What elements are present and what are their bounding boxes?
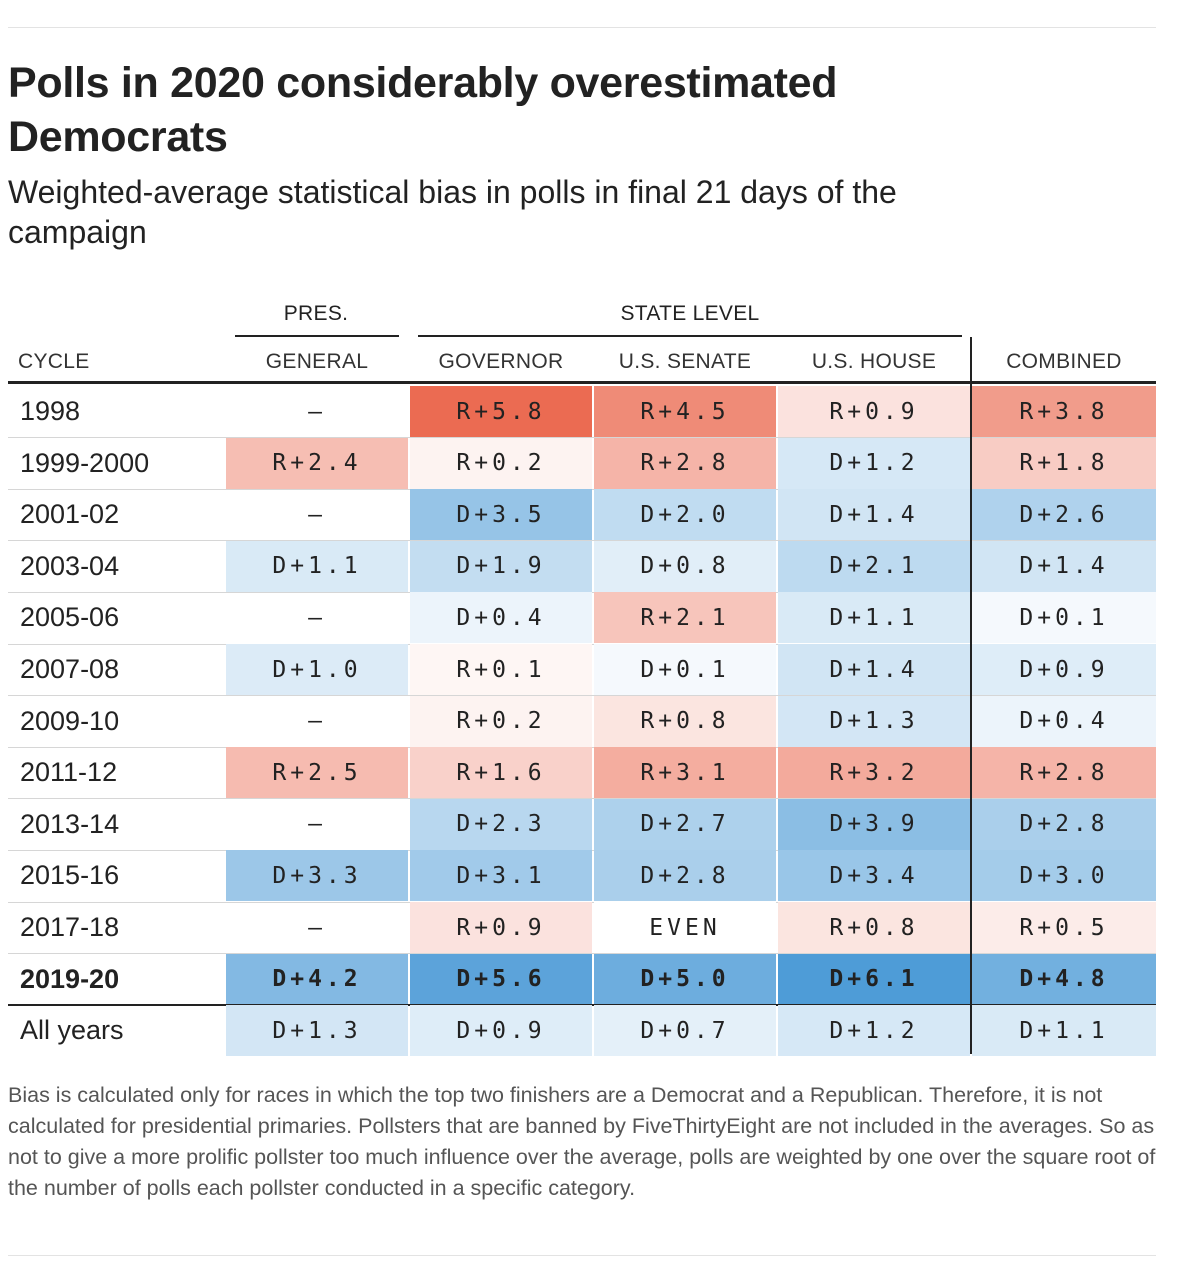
cell-governor: D+2.3 — [410, 798, 592, 850]
row-label: 2001-02 — [20, 499, 120, 530]
cell-governor: R+5.8 — [410, 386, 592, 437]
cell-house: D+1.2 — [778, 1005, 970, 1057]
cell-combined: D+2.6 — [972, 489, 1156, 541]
cell-combined: R+1.8 — [972, 437, 1156, 489]
row-label: 2011-12 — [20, 757, 118, 788]
cell-governor: R+0.2 — [410, 695, 592, 747]
row-label: 2007-08 — [20, 654, 120, 684]
cell-governor: R+1.6 — [410, 747, 592, 799]
cell-senate: D+0.1 — [594, 644, 776, 695]
cell-general: D+3.3 — [226, 850, 408, 902]
cell-combined: D+0.4 — [972, 695, 1156, 747]
cell-house: R+0.9 — [778, 386, 970, 437]
cell-governor: R+0.1 — [410, 644, 592, 695]
cell-senate: R+2.1 — [594, 592, 776, 644]
col-head-general: GENERAL — [265, 350, 369, 373]
cell-general: R+2.5 — [226, 747, 408, 799]
col-head-house: U.S. HOUSE — [811, 350, 937, 373]
col-head-senate: U.S. SENATE — [618, 350, 752, 373]
cell-senate: EVEN — [594, 902, 776, 953]
cell-combined: D+1.1 — [972, 1005, 1156, 1057]
cell-house: R+0.8 — [778, 902, 970, 953]
cell-governor: R+0.2 — [410, 437, 592, 489]
cell-combined: D+1.4 — [972, 540, 1156, 592]
cell-senate: R+0.8 — [594, 695, 776, 747]
cell-house: D+1.3 — [778, 695, 970, 747]
cell-general: D+1.3 — [226, 1005, 408, 1057]
cell-general: – — [308, 398, 326, 425]
cell-house: D+3.4 — [778, 850, 970, 902]
col-head-cycle: CYCLE — [18, 350, 90, 373]
cell-governor: D+1.9 — [410, 540, 592, 592]
cell-house: D+3.9 — [778, 798, 970, 850]
col-head-governor: GOVERNOR — [438, 350, 564, 373]
bottom-rule — [8, 1255, 1156, 1256]
cell-senate: R+3.1 — [594, 747, 776, 799]
cell-combined: D+0.1 — [972, 592, 1156, 644]
cell-combined: D+4.8 — [972, 953, 1156, 1005]
cell-governor: D+0.9 — [410, 1005, 592, 1057]
cell-senate: D+2.7 — [594, 798, 776, 850]
cell-general: – — [308, 811, 326, 838]
chart-title: Polls in 2020 considerably overestimated… — [8, 59, 838, 161]
footnote: Bias is calculated only for races in whi… — [8, 1083, 1156, 1200]
cell-combined: R+2.8 — [972, 747, 1156, 799]
cell-governor: D+3.5 — [410, 489, 592, 541]
row-label: 2019-20 — [20, 963, 120, 994]
cell-governor: D+5.6 — [410, 953, 592, 1005]
cell-house: D+1.4 — [778, 644, 970, 695]
row-label: All years — [20, 1015, 124, 1046]
cell-combined: R+0.5 — [972, 902, 1156, 953]
cell-combined: R+3.8 — [972, 386, 1156, 437]
cell-general: – — [308, 604, 326, 631]
cell-senate: R+4.5 — [594, 386, 776, 437]
cell-general: D+1.1 — [226, 540, 408, 592]
cell-house: D+2.1 — [778, 540, 970, 592]
cell-governor: D+3.1 — [410, 850, 592, 902]
group-underline-state — [418, 335, 962, 337]
cell-senate: D+2.0 — [594, 489, 776, 541]
cell-general: – — [308, 914, 326, 941]
cell-house: D+1.4 — [778, 489, 970, 541]
group-label-pres: PRES. — [283, 302, 349, 325]
group-underline-pres — [235, 335, 399, 337]
cell-governor: R+0.9 — [410, 902, 592, 953]
cell-senate: R+2.8 — [594, 437, 776, 489]
row-label: 2003-04 — [20, 550, 120, 581]
cell-general: – — [308, 501, 326, 528]
header-rule — [8, 381, 1156, 384]
cell-general: R+2.4 — [226, 437, 408, 489]
cell-senate: D+0.7 — [594, 1005, 776, 1057]
cell-house: R+3.2 — [778, 747, 970, 799]
col-head-combined: COMBINED — [1006, 350, 1122, 373]
cell-senate: D+2.8 — [594, 850, 776, 902]
cell-house: D+1.1 — [778, 592, 970, 644]
row-label: 2005-06 — [20, 602, 120, 633]
cell-general: – — [308, 708, 326, 735]
chart-subtitle: Weighted-average statistical bias in pol… — [8, 174, 897, 250]
cell-house: D+1.2 — [778, 437, 970, 489]
cell-senate: D+0.8 — [594, 540, 776, 592]
row-label: 2015-16 — [20, 860, 120, 891]
cell-general: D+1.0 — [226, 644, 408, 695]
row-label: 2009-10 — [20, 705, 120, 736]
cell-combined: D+3.0 — [972, 850, 1156, 902]
row-label: 2017-18 — [20, 912, 120, 942]
cell-governor: D+0.4 — [410, 592, 592, 644]
row-label: 1999-2000 — [20, 447, 150, 478]
cell-combined: D+2.8 — [972, 798, 1156, 850]
top-rule — [8, 27, 1156, 28]
group-label-state: STATE LEVEL — [620, 302, 760, 325]
row-label: 2013-14 — [20, 808, 120, 839]
combined-divider — [970, 337, 972, 1054]
cell-general: D+4.2 — [226, 953, 408, 1005]
cell-house: D+6.1 — [778, 953, 970, 1005]
row-label: 1998 — [20, 396, 81, 426]
cell-combined: D+0.9 — [972, 644, 1156, 695]
cell-senate: D+5.0 — [594, 953, 776, 1005]
